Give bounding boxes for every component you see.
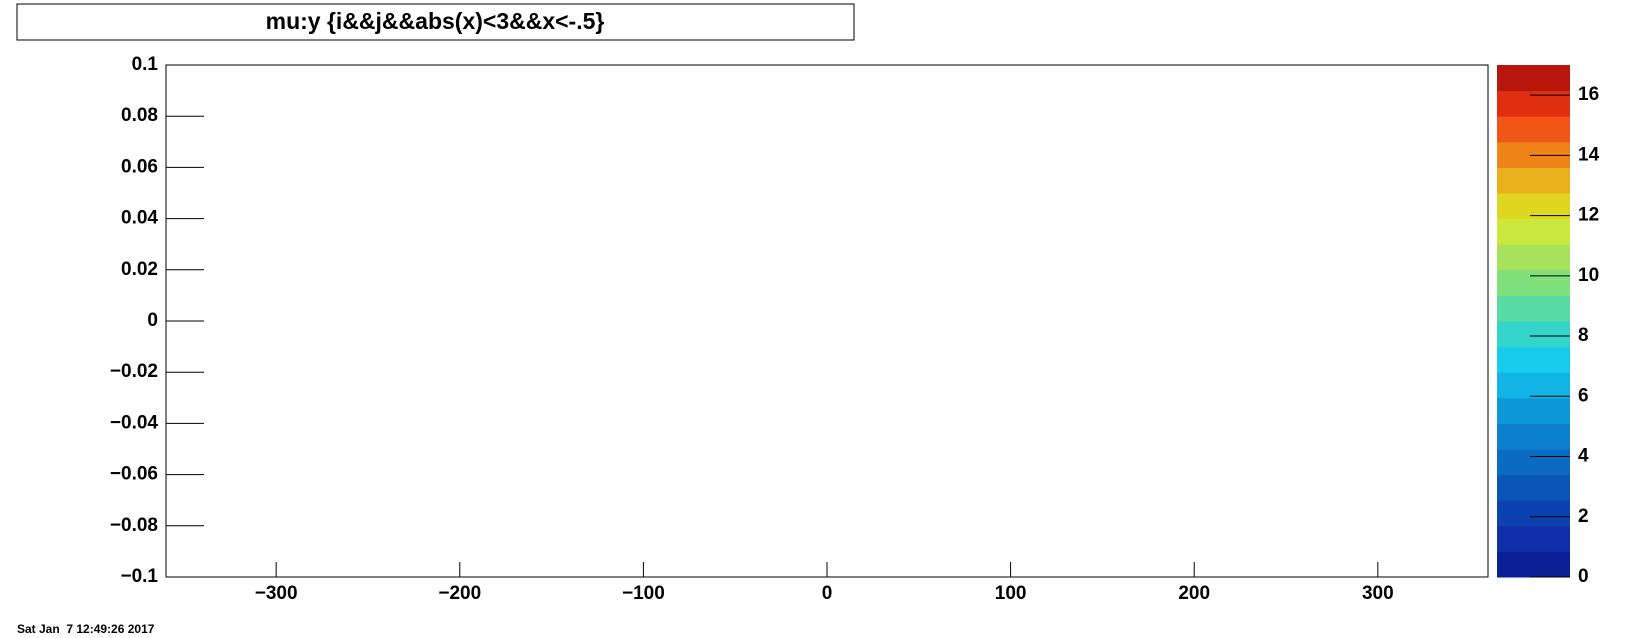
color-band	[1497, 65, 1570, 92]
color-band	[1497, 244, 1570, 271]
color-band	[1497, 397, 1570, 424]
color-band	[1497, 474, 1570, 501]
color-band	[1497, 449, 1570, 476]
z-tick-label: 4	[1578, 446, 1589, 467]
title-box	[16, 3, 855, 41]
y-tick-label: 0.04	[121, 208, 158, 229]
color-band	[1497, 295, 1570, 322]
color-band	[1497, 193, 1570, 220]
color-band	[1497, 167, 1570, 194]
color-band	[1497, 116, 1570, 143]
y-tick-label: 0.08	[121, 105, 158, 126]
y-tick-label: −0.1	[120, 566, 158, 587]
z-tick-label: 10	[1578, 265, 1599, 286]
z-tick-label: 8	[1578, 325, 1589, 346]
z-tick-label: 12	[1578, 205, 1599, 226]
y-tick-label: −0.04	[110, 412, 159, 433]
color-band	[1497, 346, 1570, 373]
color-band	[1497, 269, 1570, 296]
x-tick-label: −300	[255, 583, 298, 604]
color-band	[1497, 525, 1570, 552]
color-band	[1497, 551, 1570, 578]
y-tick-label: 0.1	[132, 54, 159, 75]
x-tick-label: −200	[438, 583, 481, 604]
color-band	[1497, 321, 1570, 348]
color-band	[1497, 90, 1570, 117]
color-band	[1497, 500, 1570, 527]
z-tick-label: 14	[1578, 144, 1600, 165]
x-tick-label: −100	[622, 583, 665, 604]
y-tick-label: −0.08	[110, 515, 158, 536]
plot-frame	[165, 64, 1489, 578]
color-band	[1497, 218, 1570, 245]
y-tick-label: 0.06	[121, 156, 158, 177]
chart-title: mu:y {i&&j&&abs(x)<3&&x<-.5}	[266, 8, 605, 34]
z-tick-label: 6	[1578, 385, 1589, 406]
x-tick-label: 0	[822, 583, 833, 604]
date-footer: Sat Jan 7 12:49:26 2017	[17, 622, 155, 636]
y-tick-label: 0	[147, 310, 158, 331]
color-band	[1497, 423, 1570, 450]
z-tick-label: 0	[1578, 566, 1589, 587]
y-tick-label: −0.02	[110, 361, 158, 382]
color-band	[1497, 372, 1570, 399]
z-tick-label: 2	[1578, 506, 1589, 527]
x-tick-label: 100	[995, 583, 1027, 604]
y-tick-label: −0.06	[110, 464, 158, 485]
color-band	[1497, 141, 1570, 168]
z-tick-label: 16	[1578, 84, 1599, 105]
y-tick-label: 0.02	[121, 259, 158, 280]
x-tick-label: 300	[1362, 583, 1394, 604]
x-tick-label: 200	[1178, 583, 1210, 604]
